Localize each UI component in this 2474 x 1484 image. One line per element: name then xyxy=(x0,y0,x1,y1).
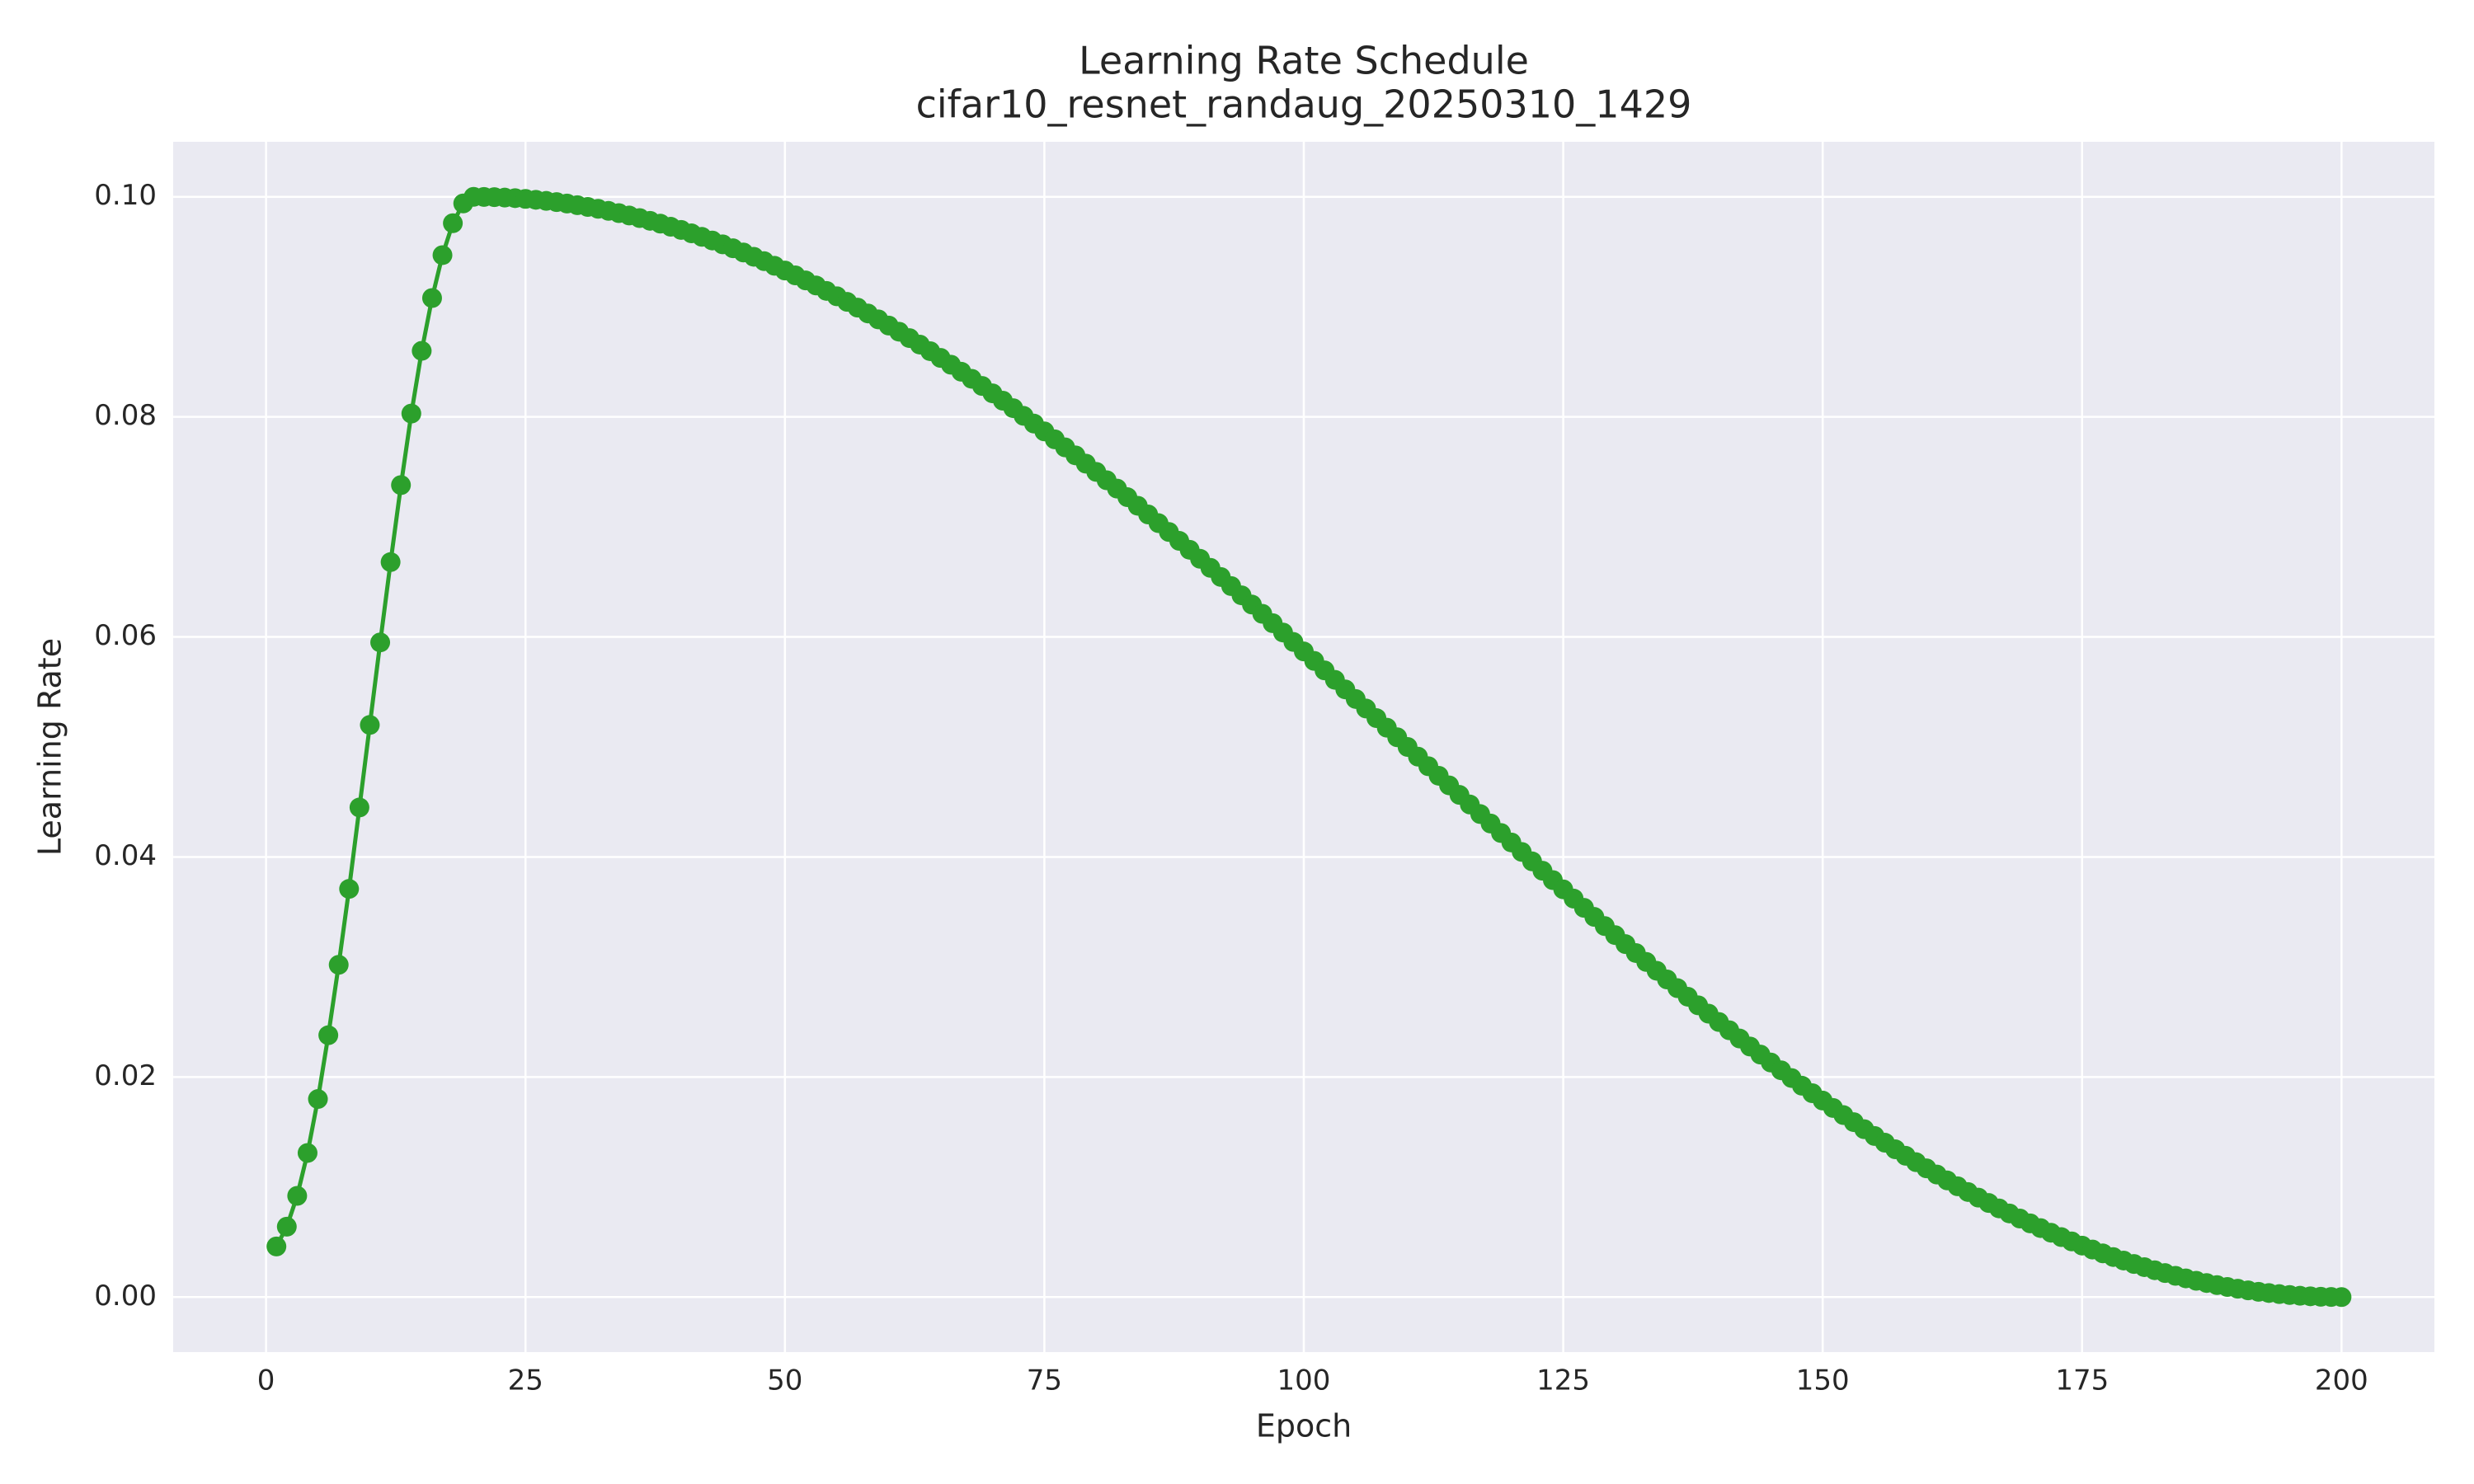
x-tick-label: 125 xyxy=(1536,1364,1590,1397)
marker xyxy=(287,1186,308,1206)
grid xyxy=(173,142,2434,1352)
x-tick-label: 0 xyxy=(257,1364,275,1397)
marker xyxy=(339,879,360,899)
x-tick-label: 25 xyxy=(508,1364,543,1397)
x-tick-label: 50 xyxy=(767,1364,802,1397)
marker xyxy=(370,632,391,653)
x-axis-label: Epoch xyxy=(1256,1408,1352,1444)
marker xyxy=(349,797,369,818)
y-tick-label: 0.02 xyxy=(94,1059,157,1092)
y-tick-label: 0.10 xyxy=(94,179,157,212)
y-tick-label: 0.04 xyxy=(94,839,157,872)
x-tick-label: 175 xyxy=(2055,1364,2109,1397)
y-axis-label: Learning Rate xyxy=(32,638,68,856)
marker xyxy=(276,1216,297,1237)
x-tick-label: 100 xyxy=(1277,1364,1331,1397)
marker xyxy=(297,1143,317,1163)
marker xyxy=(432,245,453,265)
marker xyxy=(318,1025,339,1045)
marker xyxy=(266,1236,287,1256)
marker xyxy=(401,403,421,424)
x-tick-label: 200 xyxy=(2315,1364,2368,1397)
x-tick-label: 75 xyxy=(1027,1364,1062,1397)
y-tick-label: 0.06 xyxy=(94,619,157,652)
marker xyxy=(443,213,463,233)
marker xyxy=(421,288,442,308)
marks xyxy=(266,186,2352,1308)
marker xyxy=(412,340,432,361)
marker xyxy=(308,1089,328,1110)
marker xyxy=(391,475,412,495)
marker xyxy=(380,552,401,572)
y-tick-label: 0.00 xyxy=(94,1280,157,1313)
chart-title: Learning Rate Schedule xyxy=(1079,39,1529,83)
marker xyxy=(2331,1287,2352,1308)
x-tick-label: 150 xyxy=(1796,1364,1850,1397)
y-tick-label: 0.08 xyxy=(94,399,157,432)
marker xyxy=(360,715,380,735)
marker xyxy=(328,955,349,975)
chart-subtitle: cifar10_resnet_randaug_20250310_1429 xyxy=(916,82,1692,127)
